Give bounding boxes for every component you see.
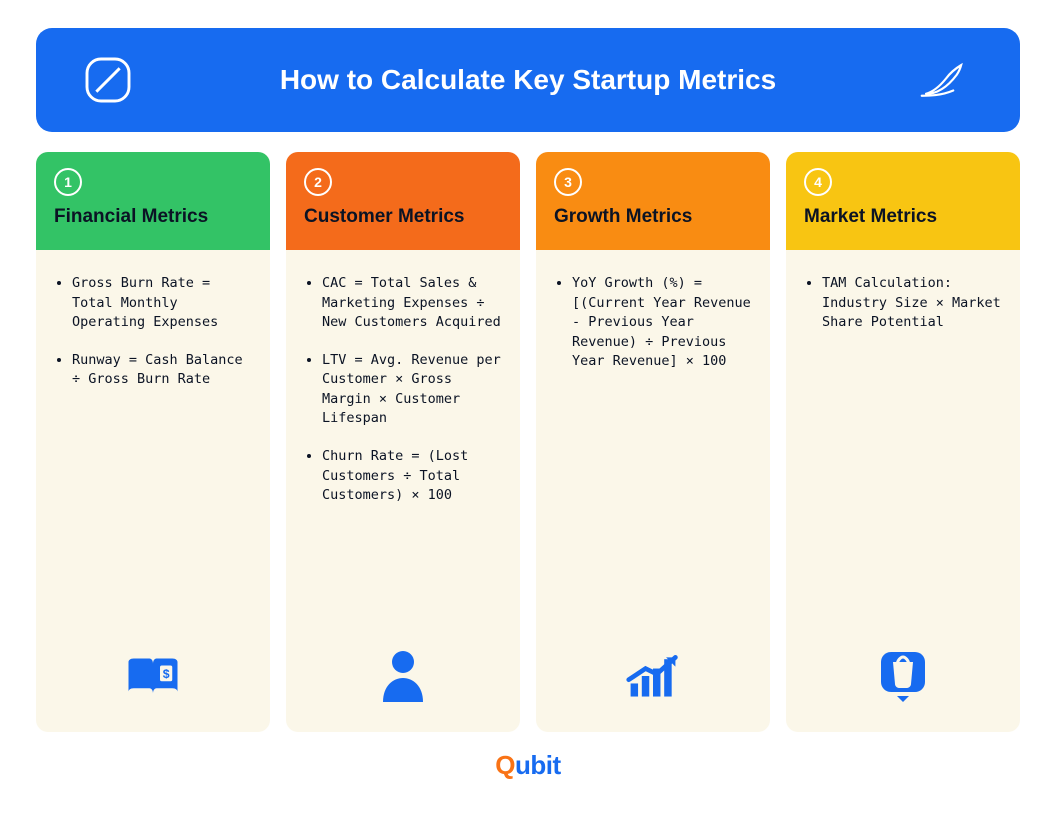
card-title: Customer Metrics [304, 206, 502, 228]
metric-list: TAM Calculation: Industry Size × Market … [800, 274, 1006, 351]
metric-item: Runway = Cash Balance ÷ Gross Burn Rate [72, 351, 256, 390]
metric-card: 2 Customer Metrics CAC = Total Sales & Mar… [286, 152, 520, 732]
card-header: 1 Financial Metrics [36, 152, 270, 250]
metric-item: YoY Growth (%) = [(Current Year Revenue … [572, 274, 756, 372]
card-title: Growth Metrics [554, 206, 752, 228]
cards-grid: 1 Financial Metrics Gross Burn Rate = Tota… [36, 152, 1020, 732]
growth-chart-icon [550, 648, 756, 716]
card-number-badge: 2 [304, 168, 332, 196]
card-header: 4 Market Metrics [786, 152, 1020, 250]
quill-icon [920, 52, 976, 108]
metric-item: Churn Rate = (Lost Customers ÷ Total Cus… [322, 447, 506, 506]
metric-item: TAM Calculation: Industry Size × Market … [822, 274, 1006, 333]
brand-logo: Qubit [495, 750, 560, 780]
metric-card: 3 Growth Metrics YoY Growth (%) = [(Curren… [536, 152, 770, 732]
card-header: 2 Customer Metrics [286, 152, 520, 250]
brand-first-char: Q [495, 750, 515, 780]
book-dollar-icon: $ [50, 648, 256, 716]
card-title: Financial Metrics [54, 206, 252, 228]
header-banner: How to Calculate Key Startup Metrics [36, 28, 1020, 132]
card-body: YoY Growth (%) = [(Current Year Revenue … [536, 250, 770, 732]
leaf-outline-icon [80, 52, 136, 108]
metric-item: Gross Burn Rate = Total Monthly Operatin… [72, 274, 256, 333]
card-number-badge: 3 [554, 168, 582, 196]
metric-item: CAC = Total Sales & Marketing Expenses ÷… [322, 274, 506, 333]
metric-list: YoY Growth (%) = [(Current Year Revenue … [550, 274, 756, 390]
metric-list: CAC = Total Sales & Marketing Expenses ÷… [300, 274, 506, 524]
person-icon [300, 648, 506, 716]
footer: Qubit [36, 750, 1020, 781]
card-body: TAM Calculation: Industry Size × Market … [786, 250, 1020, 732]
metric-card: 4 Market Metrics TAM Calculation: Industry… [786, 152, 1020, 732]
brand-rest: ubit [515, 750, 561, 780]
metric-list: Gross Burn Rate = Total Monthly Operatin… [50, 274, 256, 408]
svg-text:$: $ [163, 667, 170, 681]
card-body: Gross Burn Rate = Total Monthly Operatin… [36, 250, 270, 732]
card-number-badge: 1 [54, 168, 82, 196]
card-body: CAC = Total Sales & Marketing Expenses ÷… [286, 250, 520, 732]
shopping-bag-box-icon [800, 648, 1006, 716]
metric-item: LTV = Avg. Revenue per Customer × Gross … [322, 351, 506, 429]
card-title: Market Metrics [804, 206, 1002, 228]
header-title: How to Calculate Key Startup Metrics [136, 64, 920, 96]
card-number-badge: 4 [804, 168, 832, 196]
card-header: 3 Growth Metrics [536, 152, 770, 250]
metric-card: 1 Financial Metrics Gross Burn Rate = Tota… [36, 152, 270, 732]
